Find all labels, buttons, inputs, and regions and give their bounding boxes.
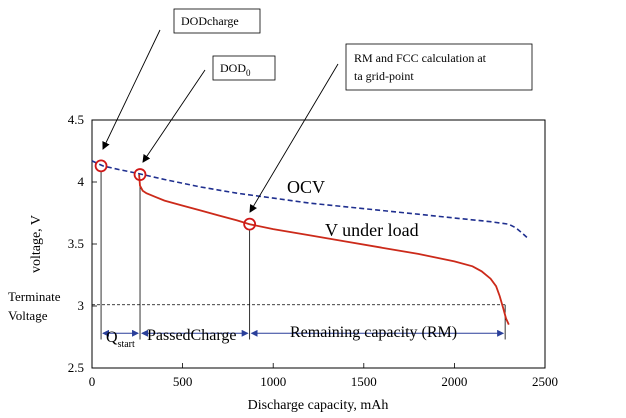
markers [94,159,257,231]
remaining-capacity-label: Remaining capacity (RM) [290,324,457,341]
dod0-callout-box [212,55,276,81]
y-tick-label: 3 [78,298,85,313]
x-tick-label: 2500 [532,374,558,389]
dodcharge-callout-text: DODcharge [181,14,239,28]
v-under-load-line [138,174,510,325]
y-tick-label: 3.5 [68,236,84,251]
dod0-subscript: 0 [246,68,251,78]
x-axis-title: Discharge capacity, mAh [248,398,389,413]
vertical-lines [100,171,506,340]
rm-callout-line2: ta grid-point [354,69,414,83]
x-tick-label: 500 [173,374,193,389]
marker-grid-point [243,217,257,231]
dodcharge-leader [102,29,161,150]
x-tick-label: 1000 [260,374,286,389]
rm-callout-line1: RM and FCC calculation at [354,51,487,65]
y-tick-label: 2.5 [68,360,84,375]
passedcharge-label: PassedCharge [147,327,236,344]
rm-callout-box [345,43,533,91]
y-tick-label: 4.5 [68,112,84,127]
qstart-main: Q [106,329,118,346]
x-tick-label: 2000 [441,374,467,389]
y-tick-label: 4 [78,174,85,189]
qstart-label: Qstart [106,329,135,350]
rm-leader [249,63,339,213]
terminate-label-line1: Terminate [8,289,61,304]
ocv-line [91,160,530,240]
ocv-label: OCV [287,177,325,197]
axis-ticks: 0 500 1000 1500 2000 2500 2.5 3 3.5 4 4.5 [68,112,558,389]
qstart-subscript: start [118,339,135,350]
dod0-main: DOD [220,61,246,75]
x-tick-label: 0 [89,374,96,389]
v-under-load-label: V under load [325,220,419,240]
terminate-label-line2: Voltage [8,308,48,323]
x-tick-label: 1500 [351,374,377,389]
dodcharge-callout-box [173,8,261,34]
marker-dodcharge [94,159,108,173]
marker-dod0 [133,168,147,181]
dod0-leader [142,69,206,163]
y-axis-title: voltage, V [29,215,44,273]
dod0-callout-text: DOD0 [220,61,251,78]
